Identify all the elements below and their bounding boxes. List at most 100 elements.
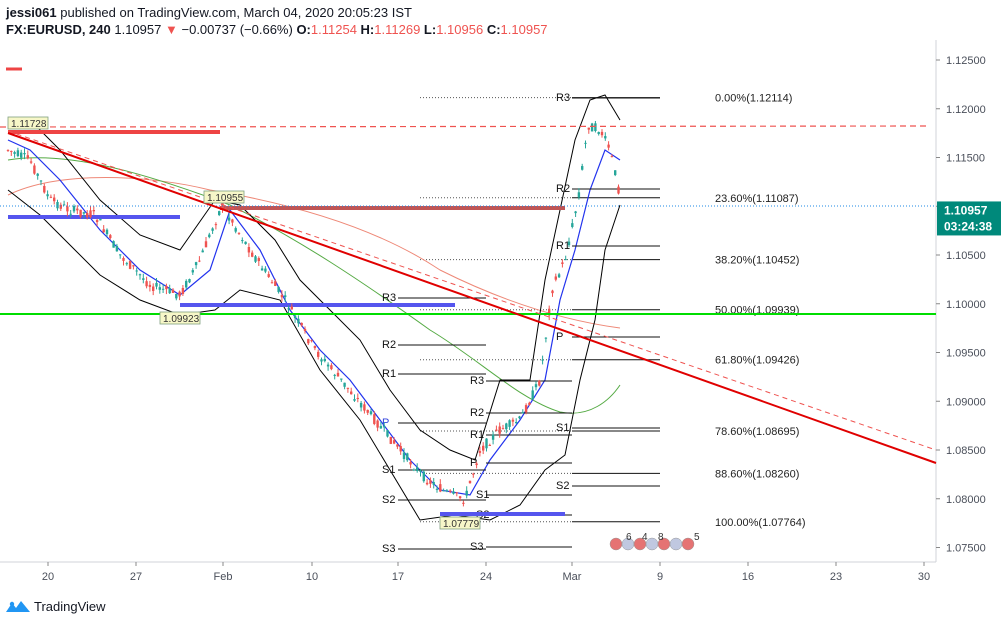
candle-body[interactable] [317,351,320,357]
candle-body[interactable] [102,229,105,233]
candle-body[interactable] [406,453,409,461]
candle-body[interactable] [386,430,389,437]
candle-body[interactable] [72,206,76,212]
candle-body[interactable] [336,372,340,377]
candle-body[interactable] [383,426,386,428]
event-flag-icon[interactable] [609,537,623,551]
candle-body[interactable] [155,282,158,287]
candle-body[interactable] [39,180,43,182]
candle-body[interactable] [109,235,112,239]
candle-body[interactable] [10,150,13,152]
candle-body[interactable] [132,265,135,267]
candle-body[interactable] [577,192,581,198]
candle-body[interactable] [590,123,594,132]
candle-body[interactable] [234,228,237,232]
candle-body[interactable] [208,234,211,238]
candle-body[interactable] [333,374,336,376]
event-flag-icon[interactable] [681,537,695,551]
candle-body[interactable] [442,490,445,492]
candle-body[interactable] [350,391,353,395]
candle-body[interactable] [69,213,72,215]
author-name[interactable]: jessi061 [6,5,57,20]
candle-body[interactable] [389,436,392,444]
candle-body[interactable] [330,365,333,370]
candle-body[interactable] [260,268,264,271]
candle-body[interactable] [445,490,449,492]
candle-body[interactable] [89,210,92,218]
candle-body[interactable] [538,380,541,386]
candle-body[interactable] [158,287,161,290]
candle-body[interactable] [224,208,227,210]
candle-body[interactable] [211,228,214,231]
candle-body[interactable] [475,463,478,466]
candle-body[interactable] [119,254,122,256]
candle-body[interactable] [59,204,62,209]
candle-body[interactable] [247,247,251,253]
candle-body[interactable] [340,378,343,380]
candle-body[interactable] [594,123,597,131]
candle-body[interactable] [561,262,564,264]
candle-body[interactable] [452,491,455,494]
candle-body[interactable] [343,382,346,387]
candle-body[interactable] [36,173,39,176]
candle-body[interactable] [244,241,247,245]
candle-body[interactable] [148,284,152,287]
candle-body[interactable] [138,274,142,276]
candle-body[interactable] [548,308,551,316]
candle-body[interactable] [267,274,270,277]
candle-body[interactable] [455,492,458,494]
candle-body[interactable] [458,496,462,499]
chart-pane[interactable] [0,40,937,563]
candle-body[interactable] [53,197,56,202]
event-flag-icon[interactable] [669,537,683,551]
candle-body[interactable] [435,488,439,490]
candle-body[interactable] [429,480,432,484]
candle-body[interactable] [274,281,277,287]
candle-body[interactable] [300,322,303,326]
candle-body[interactable] [478,451,482,453]
candle-body[interactable] [125,263,128,265]
candle-body[interactable] [218,211,221,216]
candle-body[interactable] [115,245,119,252]
candle-body[interactable] [534,384,538,388]
candle-body[interactable] [554,276,557,280]
candle-body[interactable] [541,359,544,361]
candle-body[interactable] [6,149,10,151]
candle-body[interactable] [587,127,590,130]
candle-body[interactable] [16,150,20,157]
candle-body[interactable] [366,409,369,413]
candle-body[interactable] [557,274,561,278]
candle-body[interactable] [280,294,284,298]
candle-body[interactable] [161,288,165,290]
candle-body[interactable] [491,434,495,440]
candle-body[interactable] [617,186,620,194]
candle-body[interactable] [402,452,406,459]
candle-body[interactable] [508,420,511,427]
downtrend-line[interactable] [7,132,937,464]
candle-body[interactable] [303,328,307,331]
candle-body[interactable] [214,224,218,226]
candle-body[interactable] [165,285,168,290]
candle-body[interactable] [515,422,518,424]
candle-body[interactable] [185,280,188,288]
event-flag-icon[interactable] [645,537,659,551]
candle-body[interactable] [56,201,59,209]
candle-body[interactable] [610,156,614,158]
candle-body[interactable] [122,258,125,261]
candle-body[interactable] [178,291,181,297]
candle-body[interactable] [33,165,36,174]
candle-body[interactable] [293,315,297,319]
tradingview-branding[interactable]: TradingView [6,596,106,616]
candle-body[interactable] [567,241,571,246]
candle-body[interactable] [614,170,617,176]
candle-body[interactable] [145,281,148,287]
candle-body[interactable] [49,196,53,198]
candle-body[interactable] [584,142,587,144]
candle-body[interactable] [574,211,577,214]
candle-body[interactable] [290,306,293,310]
candle-body[interactable] [43,185,46,193]
candle-body[interactable] [188,279,191,283]
candle-body[interactable] [254,256,257,262]
candle-body[interactable] [171,289,175,293]
candle-body[interactable] [376,420,379,428]
